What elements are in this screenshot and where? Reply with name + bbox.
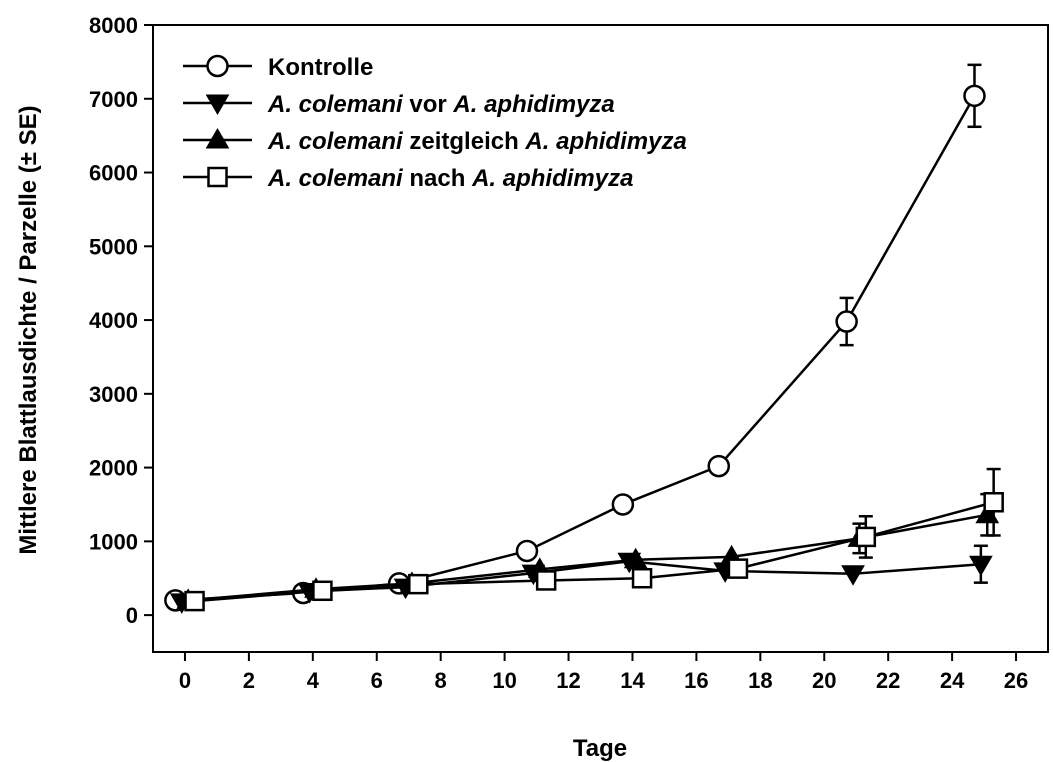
x-tick-label: 8	[435, 668, 447, 693]
legend: Kontrolle A. colemani vor A. aphidimyza A.…	[183, 54, 687, 192]
legend-marker	[205, 128, 230, 149]
legend-item-3: A. colemani zeitgleich A. aphidimyza	[183, 128, 687, 155]
legend-label: A. colemani nach A. aphidimyza	[267, 165, 633, 192]
y-tick-label: 1000	[89, 529, 138, 554]
x-tick-label: 14	[620, 668, 645, 693]
x-tick-label: 4	[307, 668, 320, 693]
y-tick-label: 0	[126, 603, 138, 628]
data-point	[855, 526, 877, 548]
legend-label: A. colemani zeitgleich A. aphidimyza	[267, 128, 687, 155]
axes: 0 2 4 6 8 10 12 14 16 18 20 22 24 2601000200030004000…	[89, 13, 1049, 693]
data-point	[963, 84, 986, 108]
data-point	[983, 492, 1004, 513]
data-point	[611, 493, 635, 516]
series-4	[184, 467, 1004, 612]
legend-marker	[206, 54, 229, 78]
x-tick-label: 6	[371, 668, 383, 693]
x-tick-label: 20	[812, 668, 836, 693]
x-tick-label: 24	[940, 668, 965, 693]
y-tick-label: 7000	[89, 87, 138, 112]
y-tick-label: 6000	[89, 161, 138, 186]
plot-frame	[152, 24, 1049, 653]
y-tick-label: 4000	[89, 308, 138, 333]
y-tick-label: 8000	[89, 13, 138, 38]
y-tick-label: 5000	[89, 234, 138, 259]
x-tick-label: 10	[492, 668, 516, 693]
data-point	[631, 567, 653, 589]
legend-label: A. colemani vor A. aphidimyza	[267, 91, 615, 118]
legend-label: Kontrolle	[268, 54, 373, 81]
data-point	[623, 547, 648, 569]
x-axis-title: Tage	[573, 735, 627, 762]
legend-marker	[205, 94, 230, 115]
data-point	[515, 539, 539, 563]
data-point	[707, 454, 731, 478]
data-point	[184, 590, 205, 612]
x-tick-label: 22	[876, 668, 900, 693]
legend-item-2: A. colemani vor A. aphidimyza	[183, 91, 615, 118]
data-point	[841, 565, 865, 586]
data-point	[408, 573, 429, 595]
y-axis-title: Mittlere Blattlausdichte / Parzelle (± S…	[15, 105, 42, 554]
x-tick-label: 26	[1004, 668, 1028, 693]
data-point	[835, 310, 858, 333]
x-tick-label: 18	[748, 668, 772, 693]
x-tick-label: 12	[556, 668, 580, 693]
data-point	[312, 580, 333, 602]
y-tick-label: 3000	[89, 382, 138, 407]
x-tick-label: 2	[243, 668, 255, 693]
data-point	[969, 555, 993, 577]
x-tick-label: 0	[179, 668, 191, 693]
x-tick-label: 16	[684, 668, 708, 693]
y-tick-label: 2000	[89, 456, 138, 481]
legend-marker	[207, 166, 228, 188]
data-point	[727, 558, 749, 579]
series-3	[176, 492, 1000, 609]
series-layer	[164, 63, 1004, 614]
legend-item-1: Kontrolle	[183, 54, 373, 81]
data-point	[535, 570, 557, 591]
legend-item-4: A. colemani nach A. aphidimyza	[183, 165, 633, 192]
series-line	[194, 501, 994, 603]
